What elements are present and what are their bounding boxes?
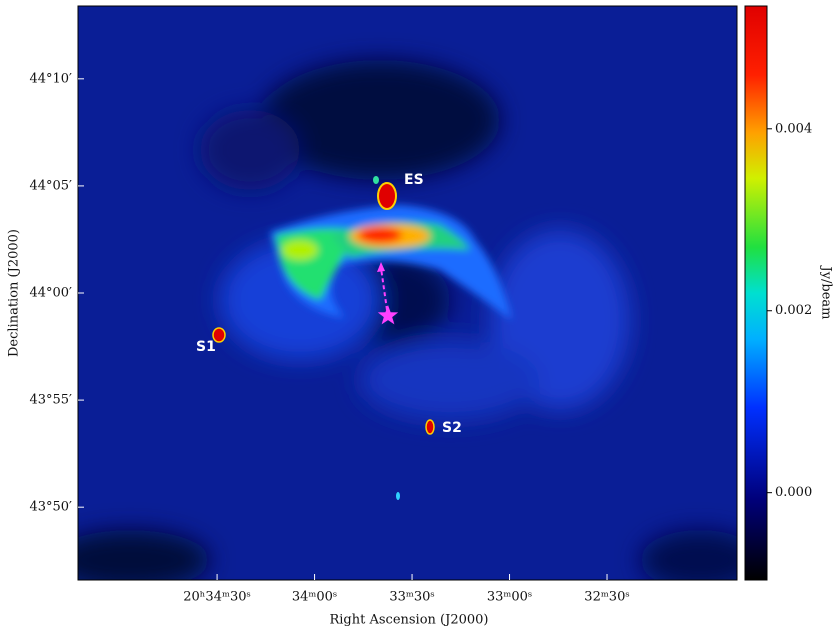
colorbar-tick-label: 0.002 <box>775 303 812 318</box>
y-axis-title: Declination (J2000) <box>7 229 22 357</box>
y-tick-label: 44°00′ <box>29 286 72 301</box>
x-axis-title: Right Ascension (J2000) <box>329 613 488 628</box>
annotation: ES <box>404 172 424 188</box>
x-tick-label: 33ᵐ30ˢ <box>389 590 434 605</box>
x-tick-label: 34ᵐ00ˢ <box>292 590 337 605</box>
map: ES S1 S2 <box>78 6 737 580</box>
annotation: S2 <box>442 420 462 436</box>
x-tick-label: 32ᵐ30ˢ <box>584 590 629 605</box>
colorbar-title: Jy/beam <box>819 264 834 319</box>
annotation: S1 <box>196 339 216 355</box>
x-tick-label: 20ʰ34ᵐ30ˢ <box>183 590 251 605</box>
y-tick-label: 43°55′ <box>29 393 72 408</box>
x-tick-label: 33ᵐ00ˢ <box>487 590 532 605</box>
y-tick-label: 44°05′ <box>29 178 72 193</box>
colorbar-tick-label: 0.000 <box>775 485 812 500</box>
y-tick-label: 43°50′ <box>29 500 72 515</box>
colorbar-tick-label: 0.004 <box>775 121 812 136</box>
y-tick-label: 44°10′ <box>29 71 72 86</box>
colorbar <box>744 5 768 581</box>
